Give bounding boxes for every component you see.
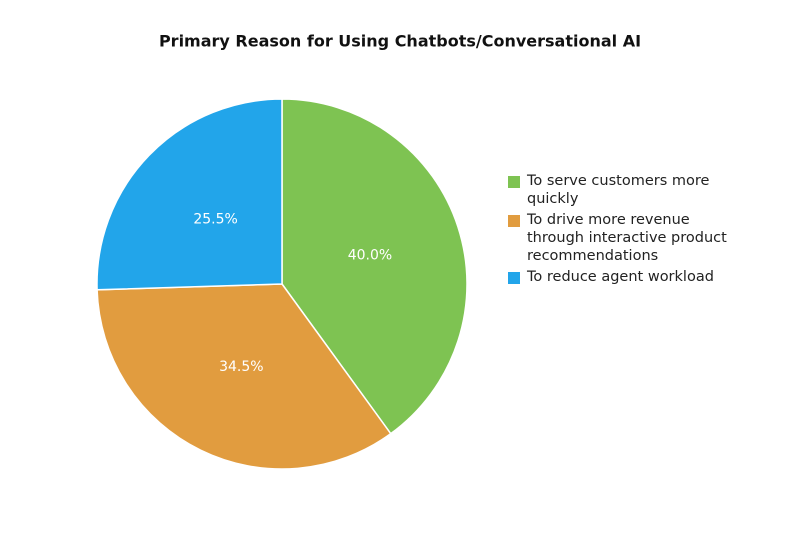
slice-label: 34.5% bbox=[219, 359, 263, 375]
legend-item: To drive more revenue through interactiv… bbox=[508, 211, 748, 265]
legend-label: To serve customers more quickly bbox=[527, 173, 710, 207]
chart-title: Primary Reason for Using Chatbots/Conver… bbox=[159, 32, 641, 51]
legend-swatch bbox=[508, 272, 520, 284]
pie-slice bbox=[96, 98, 283, 291]
legend-swatch bbox=[508, 215, 520, 227]
legend-swatch bbox=[508, 176, 520, 188]
slice-label: 25.5% bbox=[193, 212, 237, 228]
legend-label: To drive more revenue through interactiv… bbox=[527, 212, 727, 264]
legend-item: To reduce agent workload bbox=[508, 268, 748, 286]
pie-slice bbox=[281, 98, 468, 435]
legend: To serve customers more quickly To drive … bbox=[508, 172, 748, 289]
pie-slice bbox=[96, 283, 392, 470]
legend-label: To reduce agent workload bbox=[527, 269, 714, 285]
legend-item: To serve customers more quickly bbox=[508, 172, 748, 208]
slice-label: 40.0% bbox=[348, 247, 392, 263]
